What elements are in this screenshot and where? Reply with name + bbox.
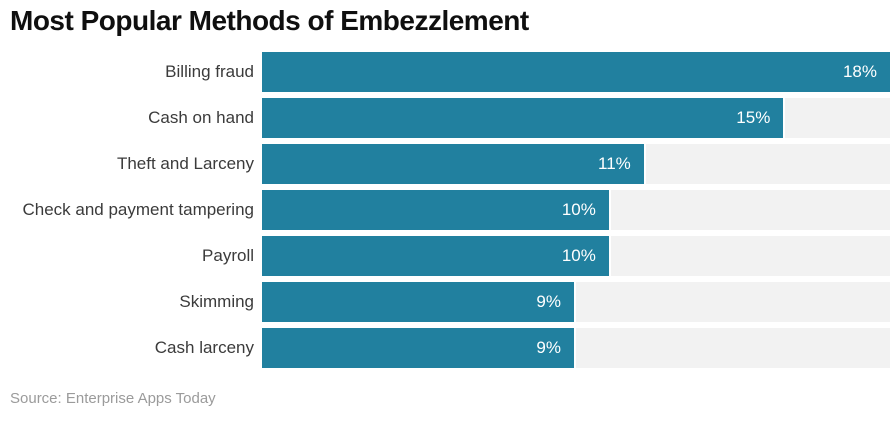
bar-fill: 9% <box>262 328 576 368</box>
bar-fill: 9% <box>262 282 576 322</box>
bar-value-label: 18% <box>842 62 877 81</box>
bar-label: Skimming <box>179 292 254 311</box>
bar-track: 11% <box>262 144 890 184</box>
chart-title: Most Popular Methods of Embezzlement <box>10 5 529 36</box>
bar-fill: 10% <box>262 236 611 276</box>
bar-fill: 10% <box>262 190 611 230</box>
bar-label: Payroll <box>202 246 254 265</box>
bar-label: Check and payment tampering <box>22 200 254 219</box>
bar-track: 9% <box>262 282 890 322</box>
bar-row: Cash larceny 9% <box>0 328 896 368</box>
source-attribution: Source: Enterprise Apps Today <box>10 390 216 407</box>
bar-value-label: 10% <box>561 246 596 265</box>
bar-label: Billing fraud <box>165 62 254 81</box>
bar-row: Cash on hand 15% <box>0 98 896 138</box>
bar-track: 10% <box>262 236 890 276</box>
bar-value-label: 15% <box>736 108 771 127</box>
bar-label: Cash on hand <box>148 108 254 127</box>
bar-value-label: 10% <box>561 200 596 219</box>
chart-rows: Billing fraud 18% Cash on hand 15% Theft… <box>0 52 896 374</box>
bar-row: Check and payment tampering 10% <box>0 190 896 230</box>
bar-value-label: 9% <box>536 292 561 311</box>
bar-fill: 11% <box>262 144 646 184</box>
bar-track: 18% <box>262 52 890 92</box>
bar-row: Billing fraud 18% <box>0 52 896 92</box>
bar-label: Theft and Larceny <box>116 154 254 173</box>
bar-row: Theft and Larceny 11% <box>0 144 896 184</box>
bar-value-label: 9% <box>536 338 561 357</box>
bar-row: Skimming 9% <box>0 282 896 322</box>
bar-value-label: 11% <box>598 154 631 173</box>
bar-label: Cash larceny <box>154 338 254 357</box>
bar-track: 15% <box>262 98 890 138</box>
bar-fill: 18% <box>262 52 890 92</box>
bar-fill: 15% <box>262 98 786 138</box>
bar-track: 9% <box>262 328 890 368</box>
bar-row: Payroll 10% <box>0 236 896 276</box>
bar-track: 10% <box>262 190 890 230</box>
